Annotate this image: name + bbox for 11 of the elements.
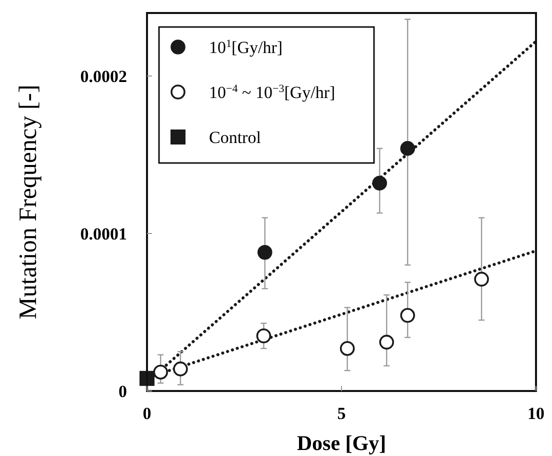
x-axis-title: Dose [Gy] <box>296 431 386 455</box>
y-tick-label: 0 <box>118 382 127 401</box>
y-axis-title: Mutation Frequency [-] <box>15 84 42 320</box>
x-tick-label: 5 <box>337 404 346 423</box>
y-tick-label: 0.0001 <box>80 224 127 244</box>
legend-label: 10$^{1}$[Gy/hr] <box>209 38 283 57</box>
x-tick-label: 10 <box>528 404 544 423</box>
legend-label: 10$^{−4}$ ~ 10$^{−3}$[Gy/hr] <box>209 83 336 102</box>
x-tick-label: 0 <box>142 404 152 423</box>
y-tick-label: 0.0002 <box>80 66 127 86</box>
legend-label: Control <box>209 128 262 147</box>
